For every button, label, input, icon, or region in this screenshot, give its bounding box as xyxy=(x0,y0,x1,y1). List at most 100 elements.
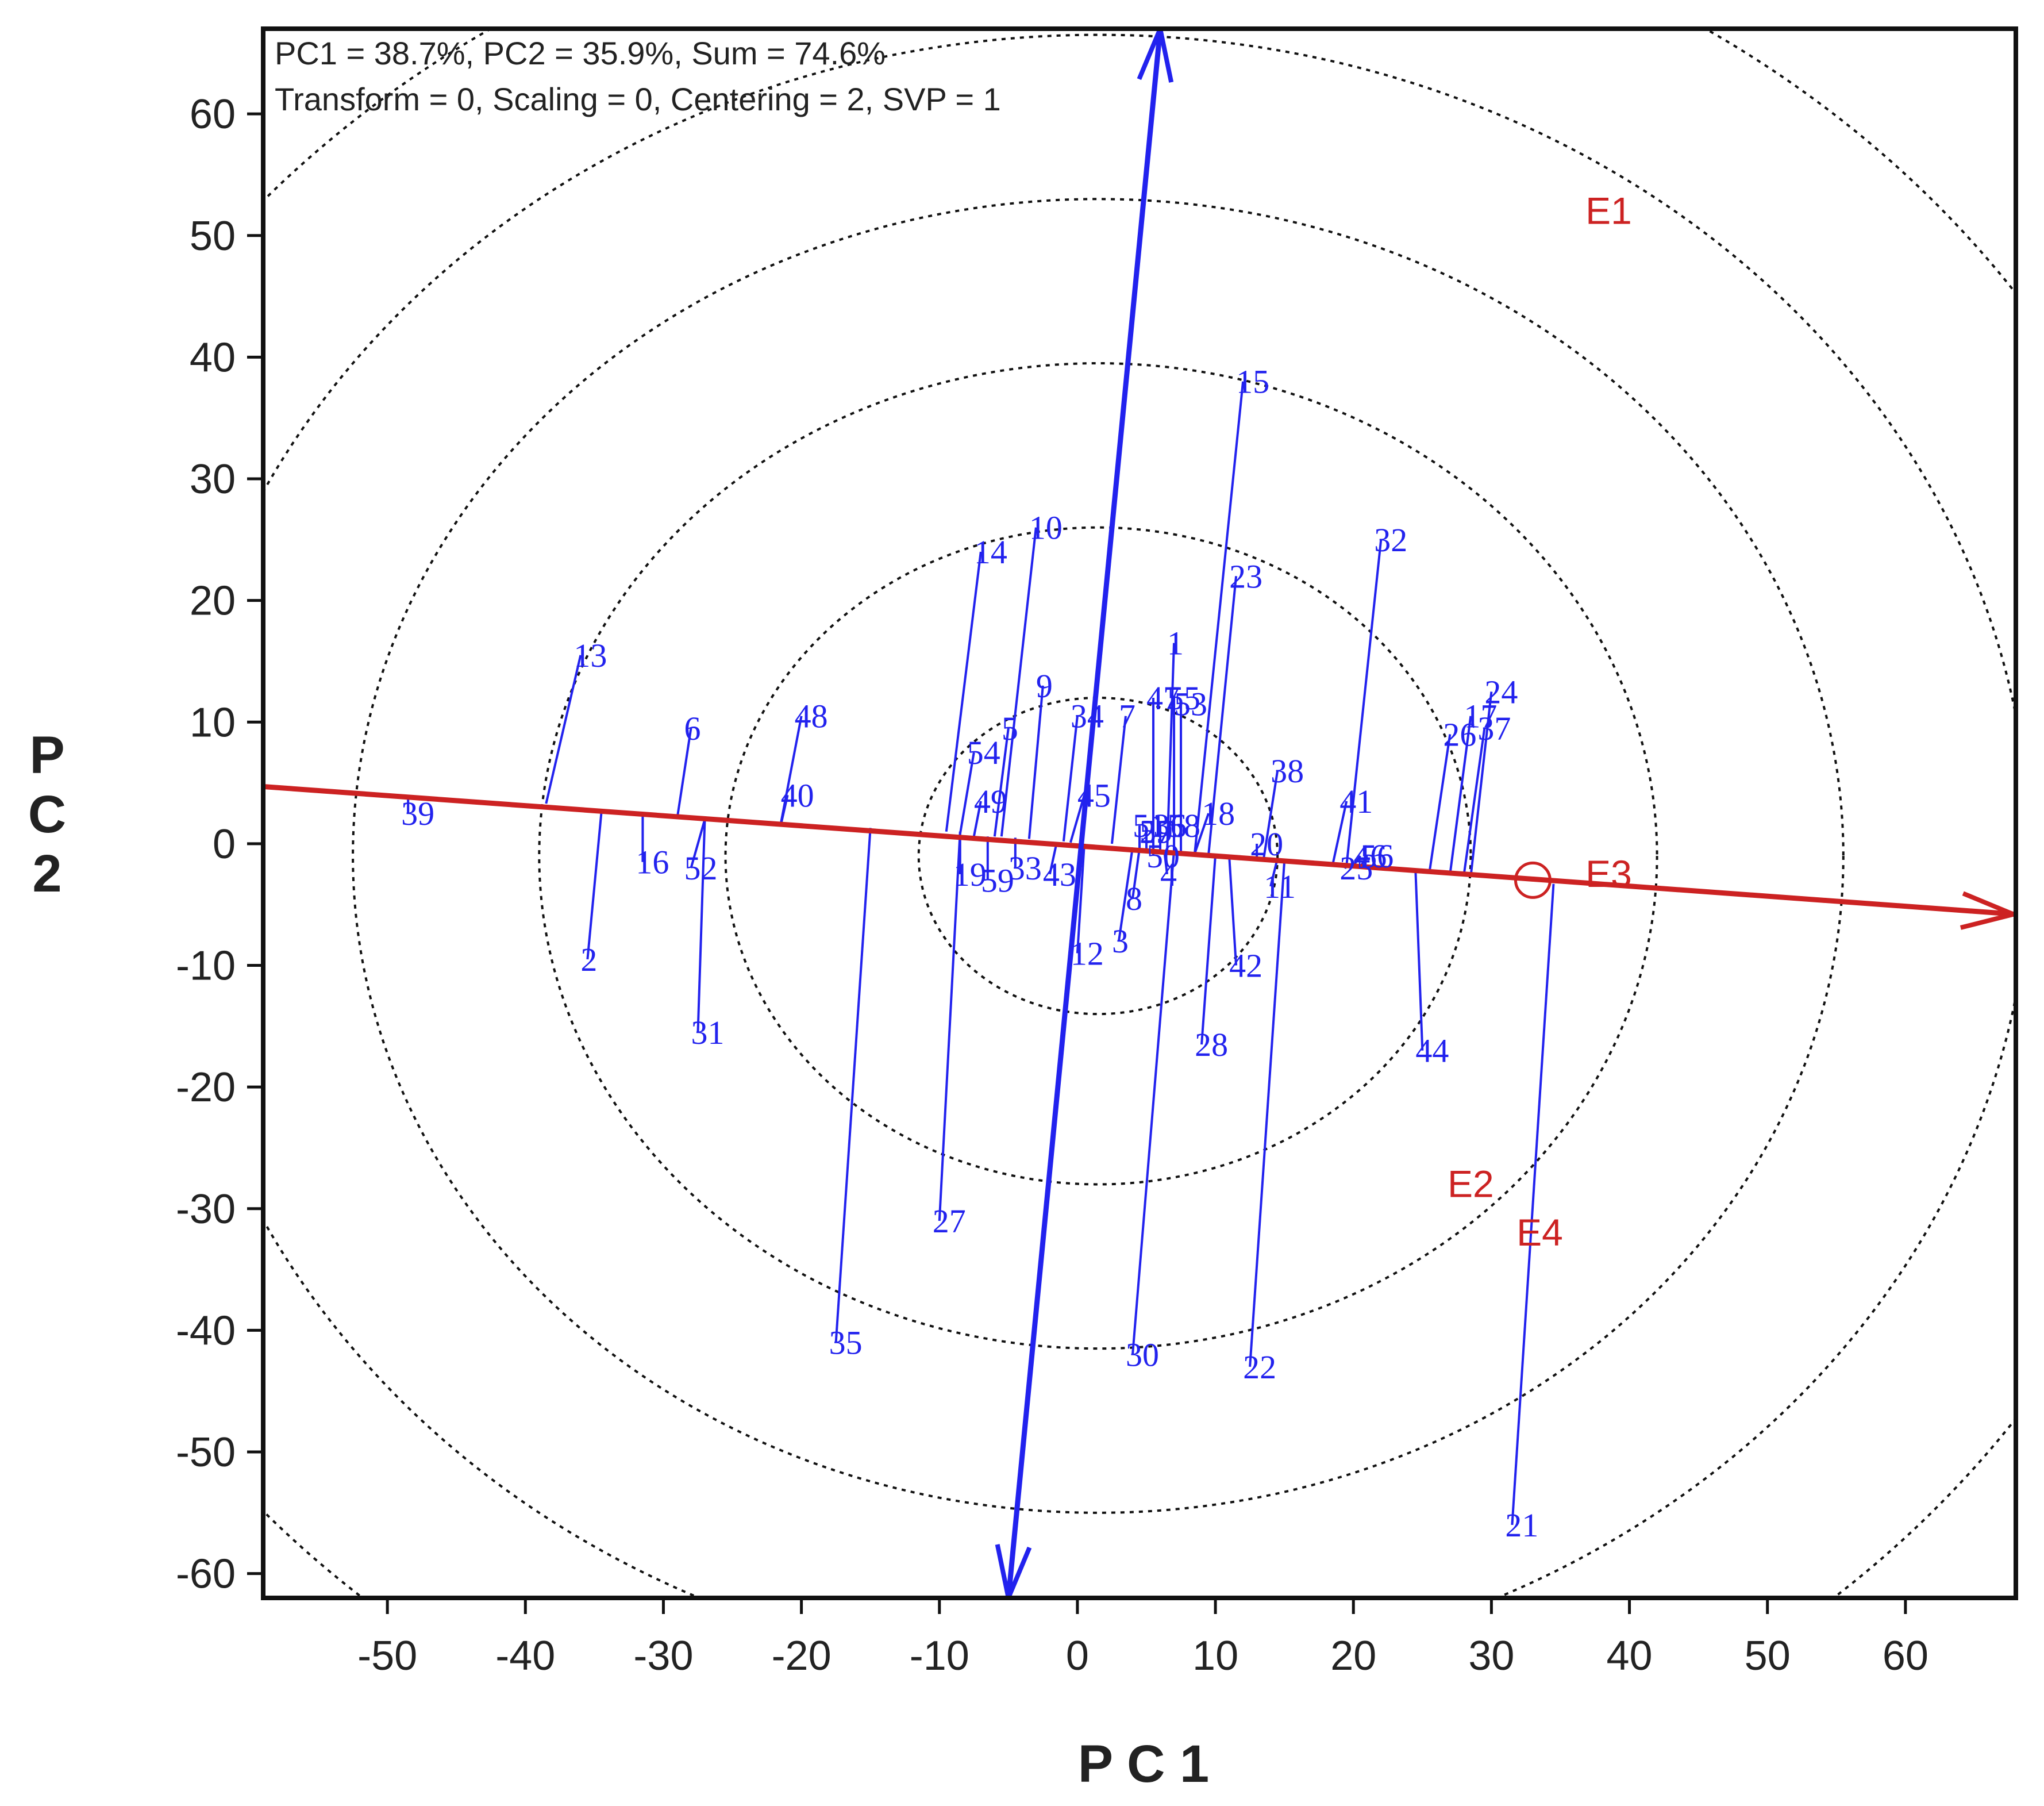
y-tick-label: -60 xyxy=(176,1551,236,1597)
genotype-line-17 xyxy=(1449,716,1472,875)
genotype-label-27: 27 xyxy=(933,1202,966,1240)
genotype-label-18: 18 xyxy=(1202,795,1235,832)
aec-ordinate-arrowhead-top xyxy=(1137,29,1174,83)
genotype-line-34 xyxy=(1062,716,1079,841)
aec-abscissa-line xyxy=(263,783,2016,917)
genotype-label-43: 43 xyxy=(1043,856,1076,893)
aec-ordinate-line xyxy=(1006,29,1163,1598)
genotype-label-49: 49 xyxy=(974,783,1007,820)
average-environment-marker xyxy=(1514,861,1552,899)
genotype-line-24 xyxy=(1469,691,1493,877)
genotype-label-14: 14 xyxy=(974,533,1007,571)
genotype-line-3 xyxy=(1117,847,1134,942)
x-tick-label: -30 xyxy=(633,1633,693,1679)
aec-ordinate-arrowhead-bottom xyxy=(995,1544,1032,1598)
x-tick-label: 60 xyxy=(1883,1633,1928,1679)
x-tick-label: 20 xyxy=(1330,1633,1376,1679)
genotype-label-10: 10 xyxy=(1029,509,1063,547)
info-line-2: Transform = 0, Scaling = 0, Centering = … xyxy=(275,81,1001,117)
genotype-label-45: 45 xyxy=(1077,777,1111,814)
genotype-line-41 xyxy=(1331,801,1348,865)
genotype-label-39: 39 xyxy=(401,795,434,832)
concentric-circle-1 xyxy=(917,696,1279,1016)
concentric-circle-4 xyxy=(352,198,1845,1514)
genotype-label-54: 54 xyxy=(967,734,1000,771)
genotype-line-26 xyxy=(1428,734,1452,873)
y-tick-label: -40 xyxy=(176,1308,236,1354)
genotype-label-48: 48 xyxy=(795,698,828,735)
genotype-label-13: 13 xyxy=(573,637,607,674)
y-axis-title-char-2: C xyxy=(28,785,66,844)
y-tick-label: 30 xyxy=(190,456,236,502)
genotype-line-2 xyxy=(586,813,603,960)
genotype-line-7 xyxy=(1110,716,1127,844)
y-tick-label: -20 xyxy=(176,1065,236,1111)
genotype-line-13 xyxy=(545,655,582,804)
x-tick-label: -20 xyxy=(772,1633,832,1679)
y-axis-title-char-1: P xyxy=(29,726,64,785)
genotype-line-43 xyxy=(1048,842,1058,875)
genotype-label-38: 38 xyxy=(1271,752,1304,790)
genotype-label-8: 8 xyxy=(1126,880,1142,917)
genotype-label-20: 20 xyxy=(1250,825,1283,863)
genotype-line-48 xyxy=(779,716,803,825)
genotype-label-17: 17 xyxy=(1464,698,1497,735)
genotype-label-59: 59 xyxy=(981,862,1014,899)
genotype-label-46: 46 xyxy=(1353,837,1387,875)
environment-label-E4: E4 xyxy=(1516,1211,1563,1254)
genotype-line-1 xyxy=(1166,643,1176,852)
genotype-label-11: 11 xyxy=(1264,868,1296,905)
y-axis: -60 -50 -40 -30 -20 -10 0 10 20 30 40 50 60 xyxy=(176,91,263,1597)
y-tick-label: 50 xyxy=(190,213,236,259)
genotype-label-55: 55 xyxy=(1167,679,1200,717)
x-tick-label: -50 xyxy=(357,1633,417,1679)
environment-label-E2: E2 xyxy=(1448,1162,1494,1205)
genotype-line-15 xyxy=(1194,381,1245,854)
genotype-line-44 xyxy=(1414,870,1424,1051)
genotype-label-23: 23 xyxy=(1229,558,1262,595)
genotype-line-28 xyxy=(1200,854,1217,1045)
x-axis-title: P C 1 xyxy=(1078,1735,1209,1793)
y-tick-label: -50 xyxy=(176,1430,236,1475)
genotype-line-23 xyxy=(1207,576,1238,855)
genotype-label-52: 52 xyxy=(684,850,717,887)
genotype-label-21: 21 xyxy=(1505,1507,1538,1544)
genotype-label-50: 50 xyxy=(1146,837,1180,875)
y-tick-label: 20 xyxy=(190,578,236,624)
genotype-line-31 xyxy=(696,819,706,1032)
genotype-label-58: 58 xyxy=(1167,807,1200,844)
genotype-label-28: 28 xyxy=(1195,1026,1228,1063)
genotype-label-24: 24 xyxy=(1484,673,1518,710)
x-tick-label: 30 xyxy=(1468,1633,1514,1679)
genotype-line-37 xyxy=(1462,728,1486,876)
genotype-label-4: 4 xyxy=(1160,856,1177,893)
genotype-label-35: 35 xyxy=(829,1324,863,1362)
genotype-line-49 xyxy=(972,801,982,837)
genotype-line-30 xyxy=(1131,851,1176,1355)
plot-frame xyxy=(261,26,2018,1600)
genotype-label-26: 26 xyxy=(1443,716,1476,753)
genotype-line-5 xyxy=(993,728,1010,837)
environment-label-E1: E1 xyxy=(1585,189,1632,232)
genotype-label-47: 47 xyxy=(1146,679,1180,717)
genotype-label-40: 40 xyxy=(781,777,814,814)
genotype-label-1: 1 xyxy=(1167,625,1184,662)
concentric-circle-3 xyxy=(538,362,1658,1350)
genotype-line-27 xyxy=(938,831,961,1221)
genotype-label-57: 57 xyxy=(1140,813,1173,851)
x-tick-label: -10 xyxy=(910,1633,969,1679)
genotype-label-16: 16 xyxy=(636,844,669,881)
y-tick-label: 10 xyxy=(190,700,236,746)
y-axis-title: P C 2 xyxy=(28,726,66,903)
genotype-line-9 xyxy=(1027,685,1044,839)
genotype-line-52 xyxy=(690,819,706,869)
genotype-label-30: 30 xyxy=(1126,1336,1159,1374)
genotype-line-14 xyxy=(945,551,982,832)
genotype-label-53: 53 xyxy=(1174,686,1207,723)
genotype-label-44: 44 xyxy=(1415,1032,1449,1070)
genotype-label-31: 31 xyxy=(691,1014,724,1051)
